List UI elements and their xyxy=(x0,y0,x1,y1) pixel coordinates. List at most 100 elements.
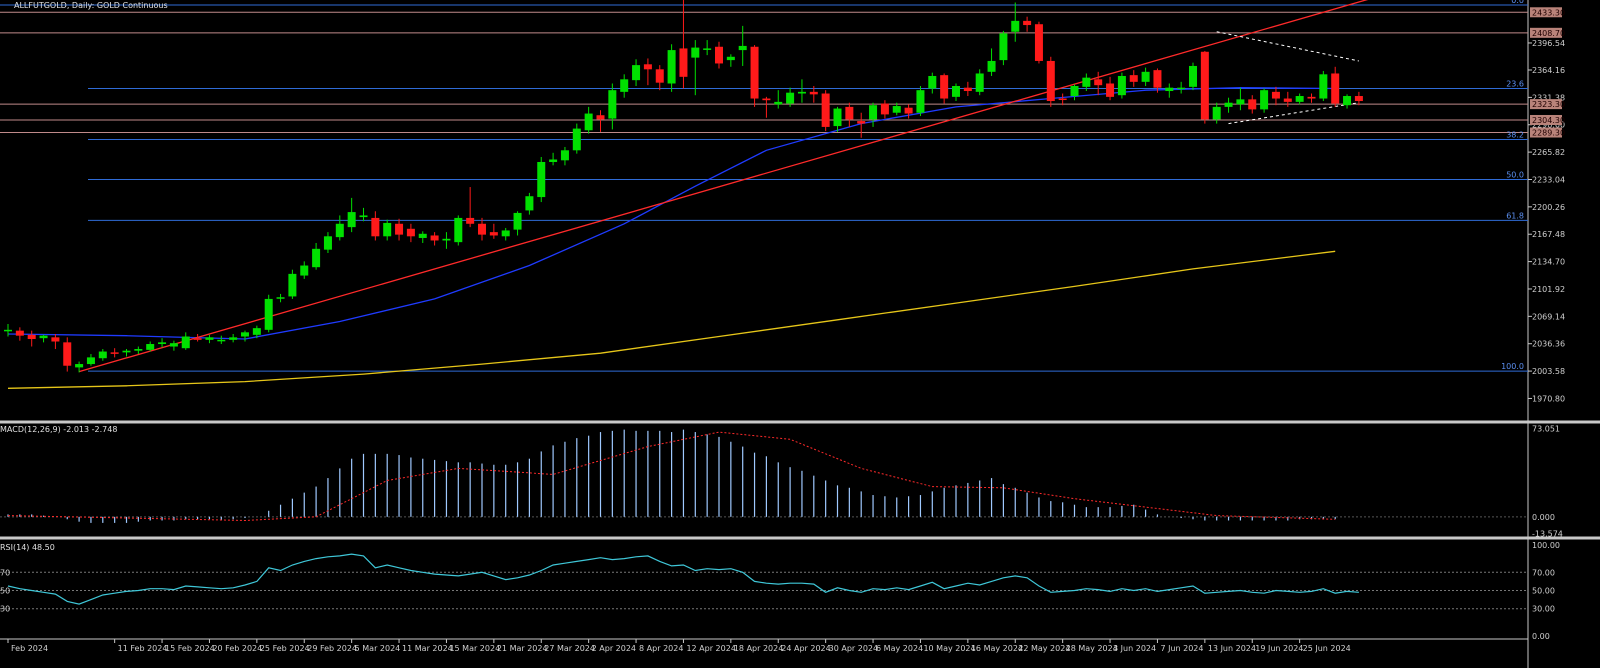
candle-body xyxy=(857,121,866,124)
candle-body xyxy=(655,69,664,83)
date-label: 11 Feb 2024 xyxy=(118,644,168,653)
candle-body xyxy=(1236,99,1245,105)
candle-body xyxy=(501,230,510,237)
candle-body xyxy=(833,108,842,127)
candle-body xyxy=(383,222,392,237)
candle-body xyxy=(963,87,972,92)
candle-body xyxy=(241,332,249,337)
candle-body xyxy=(276,297,285,299)
candle-body xyxy=(442,238,451,241)
date-label: 2 Apr 2024 xyxy=(592,644,636,653)
price-scale-background xyxy=(1528,0,1600,668)
candle-body xyxy=(312,248,321,268)
candle-body xyxy=(252,328,261,335)
date-label: 22 May 2024 xyxy=(1018,644,1070,653)
candle-body xyxy=(39,335,48,339)
candle-body xyxy=(75,364,84,368)
candle-body xyxy=(703,48,712,50)
candle-body xyxy=(525,196,534,211)
candle-body xyxy=(15,330,24,336)
price-tag-box xyxy=(1530,114,1562,125)
price-panel[interactable]: 0.0 23.6 38.2 50.0 61.8 100.0 xyxy=(0,0,1528,389)
date-label: 6 May 2024 xyxy=(876,644,923,653)
rsi-panel[interactable]: RSI(14) 48.50 xyxy=(0,543,1528,610)
candle-body xyxy=(181,336,190,349)
price-tick-label: 2265.82 xyxy=(1532,148,1565,157)
candle-body xyxy=(110,352,119,354)
candle-body xyxy=(406,228,415,237)
rsi-left-tick-label: 30 xyxy=(0,605,10,614)
candle-body xyxy=(987,60,996,72)
date-label: 13 Jun 2024 xyxy=(1208,644,1256,653)
date-label: 8 Apr 2024 xyxy=(639,644,683,653)
price-tag-box xyxy=(1530,27,1562,38)
candle-body xyxy=(1165,87,1174,92)
fib-level-label: 0.0 xyxy=(1511,0,1524,5)
wedge-lower-line xyxy=(1228,102,1359,125)
date-label: 25 Feb 2024 xyxy=(260,644,310,653)
date-label: 12 Apr 2024 xyxy=(686,644,735,653)
macd-panel[interactable]: MACD(12,26,9) -2.013 -2.748 xyxy=(0,425,1528,523)
candle-body xyxy=(63,342,72,366)
candle-body xyxy=(1070,86,1079,97)
candle-body xyxy=(217,339,226,342)
rsi-line xyxy=(7,553,1359,605)
date-label: 19 Jun 2024 xyxy=(1255,644,1303,653)
candle-body xyxy=(691,47,700,58)
price-tag-box xyxy=(1530,127,1562,138)
candle-body xyxy=(667,50,676,84)
candle-body xyxy=(596,115,605,120)
candle-body xyxy=(1094,79,1103,86)
date-label: 25 Jun 2024 xyxy=(1303,644,1351,653)
fib-level-label: 100.0 xyxy=(1501,362,1524,371)
candle-body xyxy=(975,73,984,92)
candle-body xyxy=(1354,96,1363,102)
candle-body xyxy=(952,86,960,97)
candle-body xyxy=(86,357,95,365)
price-tick-label: 2396.54 xyxy=(1532,39,1565,48)
candle-body xyxy=(489,232,498,236)
candle-body xyxy=(797,91,806,94)
macd-tick-label: 73.051 xyxy=(1532,424,1560,433)
candle-body xyxy=(169,343,178,347)
price-tick-label: 2233.04 xyxy=(1532,175,1565,184)
candle-body xyxy=(347,212,356,228)
candle-body xyxy=(821,93,830,127)
candle-body xyxy=(264,298,273,330)
rsi-label: RSI(14) 48.50 xyxy=(0,543,55,552)
candle-body xyxy=(1283,98,1292,102)
price-tick-label: 2003.58 xyxy=(1532,367,1565,376)
rsi-tick-label: 50.00 xyxy=(1532,587,1555,596)
candle-body xyxy=(359,215,368,218)
price-tag-label: 2304.30 xyxy=(1532,116,1565,125)
candle-body xyxy=(620,79,629,92)
macd-tick-label: 0.000 xyxy=(1532,513,1555,522)
candle-body xyxy=(928,75,937,89)
sma-slow-line xyxy=(7,250,1336,389)
candle-body xyxy=(774,101,783,105)
axes-layer: 2396.54 2364.16 2331.38 2298.60 2265.82 2233.… xyxy=(0,7,1565,653)
candle-body xyxy=(549,159,558,162)
price-tag-label: 2408.70 xyxy=(1532,29,1565,38)
candle-body xyxy=(1058,98,1067,101)
date-label: 15 Mar 2024 xyxy=(449,644,500,653)
candle-body xyxy=(608,90,617,119)
candle-body xyxy=(679,48,688,77)
candle-body xyxy=(1271,91,1280,99)
price-tick-label: 2036.36 xyxy=(1532,340,1565,349)
candle-body xyxy=(4,329,12,332)
candle-body xyxy=(1011,20,1020,32)
candle-body xyxy=(466,217,475,224)
candle-body xyxy=(205,337,214,340)
candle-body xyxy=(1189,65,1197,87)
candle-body xyxy=(1141,71,1150,82)
candle-body xyxy=(1129,75,1138,82)
price-tag-box xyxy=(1530,99,1562,110)
candle-body xyxy=(632,65,641,81)
candle-body xyxy=(537,161,546,198)
date-label: 30 Apr 2024 xyxy=(829,644,878,653)
candle-body xyxy=(572,128,581,151)
candle-body xyxy=(1106,83,1115,97)
